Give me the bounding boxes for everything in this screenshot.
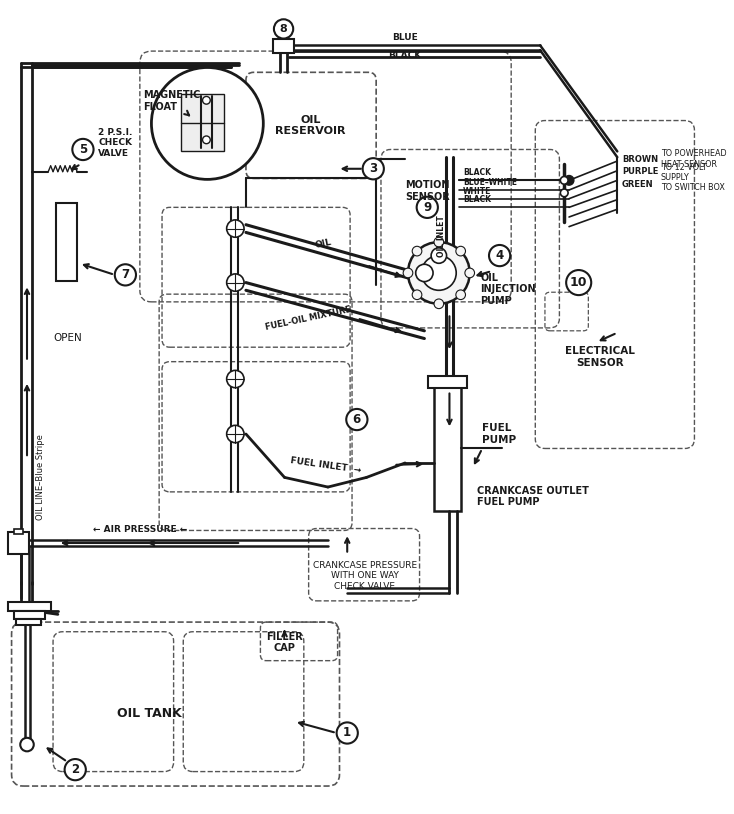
Circle shape (403, 268, 413, 278)
Circle shape (560, 177, 568, 184)
Text: OIL LINE–Blue Stripe: OIL LINE–Blue Stripe (36, 435, 45, 520)
Text: MAGNETIC
FLOAT: MAGNETIC FLOAT (142, 90, 200, 112)
Text: 6: 6 (353, 413, 361, 426)
Text: FUEL INLET  →: FUEL INLET → (289, 457, 361, 475)
Circle shape (337, 722, 358, 744)
Circle shape (434, 299, 443, 309)
Circle shape (456, 290, 465, 300)
Text: 7: 7 (121, 269, 129, 282)
Circle shape (227, 426, 244, 443)
Text: 9: 9 (423, 201, 432, 214)
Circle shape (203, 136, 210, 144)
Text: FUEL-OIL MIXTURE: FUEL-OIL MIXTURE (265, 304, 352, 332)
Text: OIL
INJECTION
PUMP: OIL INJECTION PUMP (480, 273, 536, 306)
Circle shape (227, 274, 244, 291)
Circle shape (21, 737, 34, 751)
Text: TO POWERHEAD
HEAT SENSOR: TO POWERHEAD HEAT SENSOR (661, 150, 727, 168)
Text: TO SWITCH BOX: TO SWITCH BOX (661, 182, 724, 191)
Circle shape (560, 189, 568, 197)
Text: PURPLE: PURPLE (622, 167, 658, 176)
Text: OIL
RESERVOIR: OIL RESERVOIR (275, 115, 346, 136)
Circle shape (415, 265, 433, 282)
Text: ← AIR PRESSURE ←: ← AIR PRESSURE ← (92, 525, 187, 534)
Text: 4: 4 (495, 249, 504, 262)
Circle shape (566, 270, 591, 295)
Text: ELECTRICAL
SENSOR: ELECTRICAL SENSOR (565, 346, 635, 368)
Text: 2 P.S.I.
CHECK
VALVE: 2 P.S.I. CHECK VALVE (98, 128, 133, 158)
Text: OIL: OIL (314, 238, 333, 250)
Circle shape (274, 20, 293, 38)
Text: 5: 5 (79, 143, 87, 156)
Text: 2: 2 (71, 764, 79, 777)
Bar (181, 94, 224, 151)
Bar (16, 619, 42, 625)
Bar (8, 602, 51, 611)
Bar (273, 38, 294, 53)
Text: BLACK: BLACK (463, 195, 491, 204)
Circle shape (115, 265, 136, 286)
Circle shape (489, 245, 510, 266)
Circle shape (456, 247, 465, 256)
Bar (13, 611, 46, 619)
Circle shape (434, 237, 443, 247)
Circle shape (465, 268, 475, 278)
Circle shape (151, 68, 264, 179)
Bar (8, 532, 29, 554)
Text: BLACK: BLACK (463, 168, 491, 177)
Circle shape (346, 409, 368, 430)
Text: FUEL
PUMP: FUEL PUMP (482, 423, 517, 444)
Text: GREEN: GREEN (622, 180, 654, 189)
Text: BLUE–WHITE: BLUE–WHITE (463, 178, 517, 187)
Circle shape (203, 96, 210, 104)
Circle shape (413, 247, 422, 256)
Text: BLUE: BLUE (392, 33, 418, 42)
Bar (13, 528, 23, 534)
Circle shape (363, 158, 384, 179)
Circle shape (421, 256, 457, 291)
Circle shape (413, 290, 422, 300)
Text: BLACK: BLACK (388, 51, 422, 60)
Bar (434, 386, 461, 511)
Circle shape (227, 220, 244, 237)
Circle shape (227, 370, 244, 387)
Text: OIL TANK: OIL TANK (117, 707, 182, 720)
Text: OIL INLET: OIL INLET (437, 216, 446, 257)
Text: 10: 10 (570, 276, 587, 289)
Circle shape (417, 197, 438, 218)
Circle shape (564, 176, 574, 185)
Bar (56, 204, 77, 281)
Text: 1: 1 (344, 727, 352, 739)
Circle shape (65, 759, 86, 781)
Text: FILLER
CAP: FILLER CAP (266, 632, 303, 653)
Circle shape (431, 247, 446, 263)
Text: 8: 8 (280, 24, 288, 34)
Bar (428, 376, 467, 387)
Text: MOTION
SENSOR: MOTION SENSOR (405, 180, 450, 202)
Text: 3: 3 (369, 162, 377, 175)
Text: WHITE: WHITE (463, 186, 491, 196)
Circle shape (73, 139, 93, 160)
Text: CRANKCASE PRESSURE
WITH ONE WAY
CHECK VALVE: CRANKCASE PRESSURE WITH ONE WAY CHECK VA… (313, 561, 417, 591)
Text: BROWN: BROWN (622, 155, 658, 164)
Text: OPEN: OPEN (53, 333, 81, 343)
Text: TO 12 VOLT
SUPPLY: TO 12 VOLT SUPPLY (661, 163, 707, 182)
Text: CRANKCASE OUTLET
FUEL PUMP: CRANKCASE OUTLET FUEL PUMP (477, 486, 589, 507)
Circle shape (408, 242, 470, 304)
